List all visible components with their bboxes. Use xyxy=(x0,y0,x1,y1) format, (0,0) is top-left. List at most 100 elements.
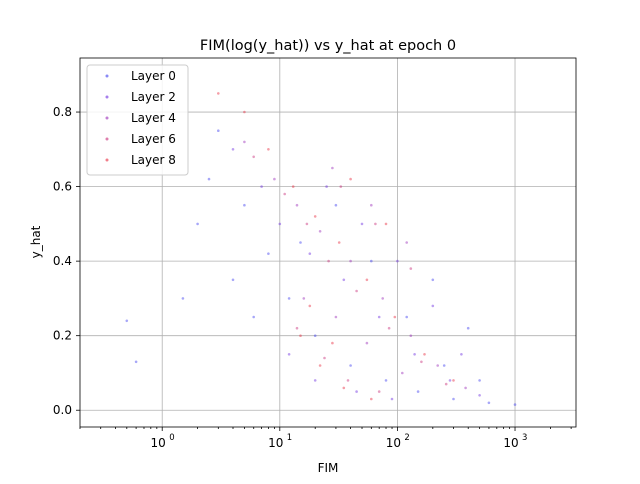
chart-title: FIM(log(y_hat)) vs y_hat at epoch 0 xyxy=(200,38,456,54)
data-point-layer-2 xyxy=(381,297,385,300)
data-point-layer-4 xyxy=(393,315,397,319)
data-point-layer-1 xyxy=(478,394,481,397)
y-tick-label: 0.4 xyxy=(53,254,72,268)
data-point-layer-3 xyxy=(355,289,358,293)
data-point-layer-4 xyxy=(337,241,341,244)
data-point-layer-0 xyxy=(196,222,199,226)
data-point-layer-2 xyxy=(409,334,413,338)
data-point-layer-2 xyxy=(295,203,299,207)
data-point-layer-0 xyxy=(452,397,455,401)
data-point-layer-1 xyxy=(448,379,452,382)
data-point-layer-0 xyxy=(287,297,291,300)
data-point-layer-3 xyxy=(377,390,381,393)
data-point-layer-0 xyxy=(384,379,388,382)
y-tick-label: 0.0 xyxy=(53,403,72,417)
data-point-layer-4 xyxy=(370,397,373,401)
data-point-layer-3 xyxy=(420,360,423,364)
data-point-layer-3 xyxy=(346,379,350,382)
data-point-layer-0 xyxy=(487,401,491,405)
data-point-layer-0 xyxy=(466,326,470,330)
data-point-layer-2 xyxy=(365,341,369,345)
data-point-layer-0 xyxy=(267,252,270,255)
x-tick-label: 10 xyxy=(268,436,283,450)
data-point-layer-3 xyxy=(409,267,413,270)
data-point-layer-1 xyxy=(431,304,435,308)
legend-label: Layer 2 xyxy=(131,90,176,104)
legend-label: Layer 0 xyxy=(131,69,176,83)
data-point-layer-4 xyxy=(349,177,352,181)
data-point-layer-0 xyxy=(217,129,220,132)
data-point-layer-1 xyxy=(278,222,282,226)
data-point-layer-4 xyxy=(217,92,220,95)
y-tick-label: 0.6 xyxy=(53,180,72,194)
data-point-layer-1 xyxy=(260,185,263,188)
legend-label: Layer 4 xyxy=(131,111,176,125)
data-point-layer-2 xyxy=(318,230,322,233)
data-point-layer-3 xyxy=(374,222,377,226)
y-axis-label: y_hat xyxy=(29,225,43,258)
legend: Layer 0 Layer 2 Layer 4 Layer 6 Layer 8 xyxy=(86,64,189,176)
legend-box xyxy=(86,64,189,176)
data-point-layer-2 xyxy=(349,259,352,263)
data-point-layer-3 xyxy=(283,192,287,196)
data-point-layer-2 xyxy=(273,177,276,181)
data-point-layer-4 xyxy=(384,222,388,226)
data-point-layer-0 xyxy=(334,203,338,207)
data-point-layer-1 xyxy=(390,397,394,401)
data-point-layer-1 xyxy=(377,315,381,319)
data-point-layer-0 xyxy=(125,319,129,323)
data-point-layer-1 xyxy=(360,222,364,226)
data-point-layer-4 xyxy=(243,110,246,114)
data-points xyxy=(125,92,517,406)
data-point-layer-0 xyxy=(431,278,435,282)
data-point-layer-0 xyxy=(243,203,246,207)
x-tick-exponent: 1 xyxy=(287,433,292,443)
legend-marker xyxy=(105,74,109,78)
x-tick-label: 10 xyxy=(503,436,518,450)
data-point-layer-3 xyxy=(252,155,255,159)
data-point-layer-1 xyxy=(460,353,463,356)
data-point-layer-2 xyxy=(401,371,404,375)
data-point-layer-3 xyxy=(339,185,343,188)
legend-label: Layer 8 xyxy=(131,153,176,167)
data-point-layer-4 xyxy=(267,148,270,151)
data-point-layer-4 xyxy=(291,185,295,188)
x-tick-exponent: 2 xyxy=(404,433,409,443)
data-point-layer-0 xyxy=(349,364,352,367)
legend-marker xyxy=(105,158,109,162)
data-point-layer-0 xyxy=(181,297,185,300)
legend-marker xyxy=(105,95,109,99)
legend-label: Layer 6 xyxy=(131,132,176,146)
data-point-layer-4 xyxy=(452,379,455,382)
data-point-layer-2 xyxy=(334,315,338,319)
legend-marker xyxy=(105,137,109,141)
data-point-layer-0 xyxy=(299,241,302,244)
data-point-layer-2 xyxy=(464,386,467,390)
data-point-layer-1 xyxy=(308,252,312,255)
data-point-layer-2 xyxy=(370,203,373,207)
plot-frame xyxy=(79,57,577,428)
data-point-layer-3 xyxy=(444,382,448,386)
legend-marker xyxy=(105,116,109,120)
data-point-layer-2 xyxy=(405,241,409,244)
data-point-layer-4 xyxy=(342,386,346,390)
data-point-layer-2 xyxy=(302,297,306,300)
data-point-layer-2 xyxy=(243,140,246,144)
data-point-layer-3 xyxy=(327,259,330,263)
data-point-layer-1 xyxy=(413,353,416,356)
x-tick-exponent: 3 xyxy=(522,433,527,443)
data-point-layer-2 xyxy=(331,166,334,170)
data-point-layer-4 xyxy=(308,304,312,308)
data-point-layer-4 xyxy=(423,353,426,356)
data-point-layer-1 xyxy=(342,278,346,282)
data-point-layer-4 xyxy=(313,215,317,218)
data-point-layer-0 xyxy=(207,177,211,181)
data-point-layer-0 xyxy=(134,360,138,364)
data-point-layer-0 xyxy=(370,259,373,263)
data-point-layer-3 xyxy=(387,326,391,330)
data-point-layer-3 xyxy=(295,326,299,330)
data-point-layer-4 xyxy=(331,341,334,345)
y-tick-label: 0.2 xyxy=(53,329,72,343)
data-point-layer-0 xyxy=(252,315,255,319)
